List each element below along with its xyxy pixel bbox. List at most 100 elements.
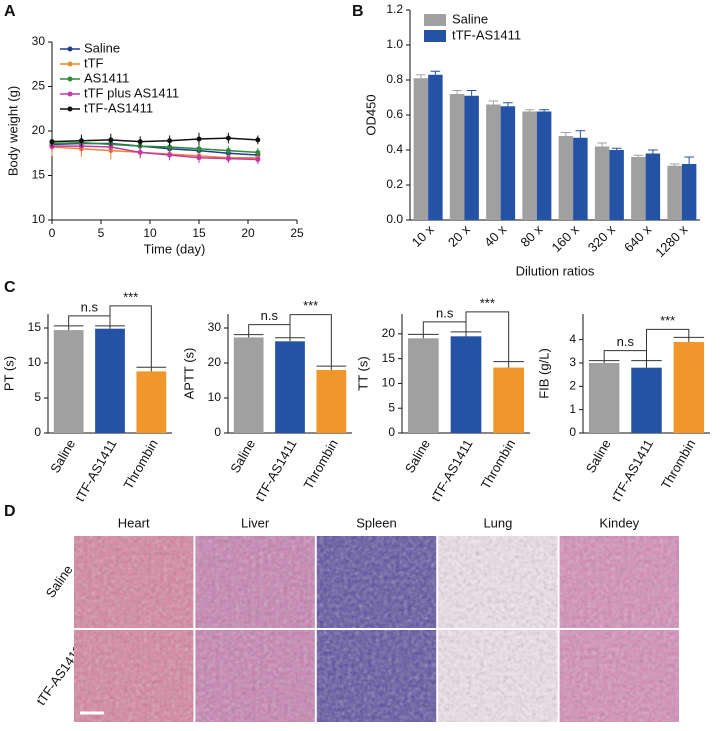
x-tick-label: Thrombin bbox=[478, 437, 518, 492]
row-label: Saline bbox=[43, 562, 76, 600]
y-tick-label: 0 bbox=[388, 425, 395, 439]
y-axis-label: PT (s) bbox=[1, 356, 16, 391]
bar bbox=[667, 165, 682, 220]
annotation: n.s bbox=[617, 334, 635, 349]
legend-swatch bbox=[424, 14, 446, 26]
y-tick-label: 2 bbox=[569, 379, 576, 393]
point bbox=[167, 152, 173, 158]
bar bbox=[413, 78, 429, 220]
x-tick-label: Thrombin bbox=[658, 437, 698, 492]
y-tick-label: 0.8 bbox=[386, 72, 403, 86]
legend-label: Saline bbox=[84, 40, 120, 55]
x-tick-label: Saline bbox=[583, 437, 614, 476]
x-tick-label: 20 bbox=[241, 226, 255, 240]
column-label: Kindey bbox=[599, 515, 639, 530]
legend-label: Saline bbox=[452, 11, 488, 26]
bar bbox=[450, 336, 482, 433]
y-tick-label: 20 bbox=[382, 326, 396, 340]
bracket bbox=[646, 328, 690, 361]
tissue-texture bbox=[74, 630, 194, 722]
bracket bbox=[248, 324, 291, 338]
y-tick-label: 10 bbox=[28, 355, 42, 369]
y-tick-label: 30 bbox=[32, 34, 46, 48]
y-tick-label: 0.6 bbox=[386, 107, 403, 121]
legend-swatch bbox=[424, 30, 446, 42]
tissue-texture bbox=[559, 536, 679, 628]
x-tick-label: 10 bbox=[143, 226, 157, 240]
y-axis-label: Body weight (g) bbox=[5, 86, 20, 176]
bar bbox=[53, 330, 84, 433]
tissue-texture bbox=[74, 536, 194, 628]
legend-marker bbox=[67, 91, 73, 97]
bar bbox=[536, 111, 552, 220]
bar bbox=[428, 74, 443, 220]
x-tick-label: 640 x bbox=[621, 222, 654, 255]
point bbox=[255, 149, 261, 155]
y-axis-label: TT (s) bbox=[355, 356, 370, 390]
annotation: *** bbox=[480, 295, 495, 310]
y-tick-label: 20 bbox=[208, 355, 222, 369]
point bbox=[196, 146, 202, 152]
y-tick-label: 0.4 bbox=[386, 142, 403, 156]
y-axis-label: APTT (s) bbox=[181, 348, 196, 400]
x-tick-label: tTF-AS1411 bbox=[428, 437, 476, 504]
bar bbox=[233, 337, 264, 433]
y-tick-label: 25 bbox=[32, 79, 46, 93]
y-tick-label: 1.0 bbox=[386, 37, 403, 51]
y-tick-label: 1 bbox=[569, 402, 576, 416]
bar bbox=[500, 106, 516, 220]
bar bbox=[136, 371, 167, 433]
bar bbox=[631, 367, 662, 433]
annotation: n.s bbox=[261, 308, 279, 323]
x-tick-label: 1280 x bbox=[652, 222, 691, 261]
bracket bbox=[109, 305, 152, 368]
tissue-texture bbox=[195, 536, 315, 628]
x-tick-label: tTF-AS1411 bbox=[252, 437, 300, 504]
x-tick-label: 320 x bbox=[585, 222, 618, 255]
x-tick-label: 0 bbox=[49, 226, 56, 240]
tissue-texture bbox=[559, 630, 679, 722]
x-tick-label: Saline bbox=[227, 437, 258, 476]
tissue-texture bbox=[438, 630, 558, 722]
column-label: Heart bbox=[118, 515, 150, 530]
y-tick-label: 4 bbox=[569, 332, 576, 346]
point bbox=[225, 135, 231, 141]
x-axis-label: Dilution ratios bbox=[516, 263, 595, 278]
panel-label: B bbox=[352, 3, 364, 20]
line bbox=[52, 145, 258, 161]
point bbox=[225, 148, 231, 154]
bar bbox=[609, 150, 624, 220]
tissue-texture bbox=[195, 630, 315, 722]
x-tick-label: Thrombin bbox=[300, 437, 340, 492]
y-tick-label: 10 bbox=[382, 376, 396, 390]
point bbox=[78, 138, 84, 144]
x-tick-label: 80 x bbox=[517, 222, 545, 250]
point bbox=[108, 137, 114, 143]
line bbox=[51, 137, 258, 143]
x-tick-label: Saline bbox=[47, 437, 78, 476]
y-tick-label: 15 bbox=[32, 168, 46, 182]
bar bbox=[588, 363, 620, 433]
x-tick-label: 160 x bbox=[549, 222, 582, 255]
bar bbox=[493, 367, 525, 433]
annotation: n.s bbox=[81, 299, 99, 314]
x-tick-label: Thrombin bbox=[120, 437, 160, 492]
bar bbox=[558, 136, 574, 220]
y-tick-label: 20 bbox=[32, 123, 46, 137]
bar bbox=[95, 328, 125, 433]
point bbox=[167, 144, 173, 150]
y-tick-label: 30 bbox=[208, 320, 222, 334]
legend-label: tTF-AS1411 bbox=[452, 27, 521, 42]
y-tick-label: 3 bbox=[569, 355, 576, 369]
bracket bbox=[68, 315, 111, 326]
y-tick-label: 5 bbox=[34, 390, 41, 404]
y-axis-label: OD450 bbox=[363, 94, 378, 135]
point bbox=[225, 156, 231, 162]
bar bbox=[275, 341, 305, 433]
column-label: Liver bbox=[241, 515, 270, 530]
annotation: *** bbox=[123, 289, 138, 304]
legend-label: tTF plus AS1411 bbox=[84, 85, 179, 100]
bar bbox=[673, 342, 705, 433]
legend-label: tTF bbox=[84, 55, 104, 70]
